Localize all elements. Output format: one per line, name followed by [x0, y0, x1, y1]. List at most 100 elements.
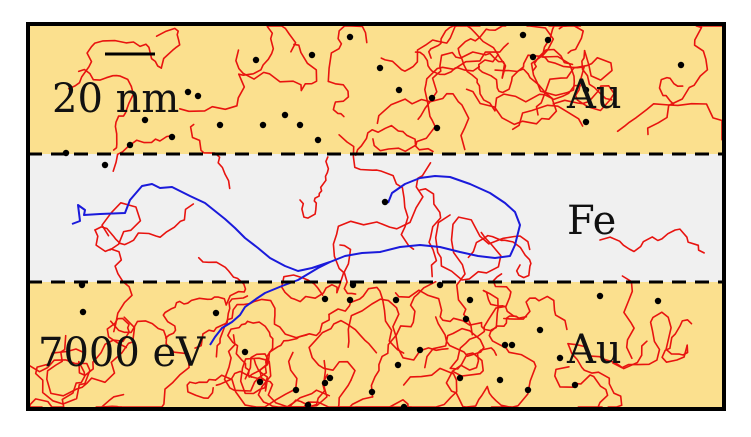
endpoint-dot — [259, 121, 267, 129]
endpoint-dot — [416, 346, 424, 354]
secondary-track — [112, 85, 135, 151]
endpoint-dot — [394, 361, 402, 369]
secondary-track — [239, 357, 272, 395]
secondary-track — [482, 289, 518, 318]
secondary-track — [480, 315, 528, 332]
endpoint-dot — [252, 56, 260, 64]
secondary-track — [257, 373, 329, 408]
secondary-track — [46, 316, 136, 397]
secondary-track — [503, 295, 568, 331]
endpoint-dot — [141, 116, 149, 124]
secondary-track — [179, 73, 246, 113]
secondary-track — [94, 229, 133, 333]
secondary-track — [465, 88, 558, 126]
scale-bar-label: 20 nm — [52, 76, 179, 122]
au-layer-bottom — [28, 282, 724, 409]
endpoint-dot — [368, 388, 376, 396]
secondary-track — [445, 347, 498, 408]
endpoint-dot — [654, 297, 662, 305]
endpoint-dot — [256, 378, 264, 386]
endpoint-dot — [466, 296, 474, 304]
endpoint-dot — [168, 133, 176, 141]
endpoint-dot — [596, 292, 604, 300]
secondary-track — [78, 317, 130, 377]
secondary-track — [235, 49, 303, 92]
endpoint-dot — [544, 36, 552, 44]
endpoint-dot — [241, 348, 249, 356]
secondary-track — [494, 54, 585, 73]
endpoint-dot — [582, 86, 590, 94]
secondary-track — [246, 320, 274, 392]
secondary-track — [186, 378, 217, 399]
endpoint-dot — [436, 281, 444, 289]
frame — [26, 22, 726, 411]
secondary-track — [414, 42, 509, 153]
endpoint-dot — [496, 376, 504, 384]
secondary-track — [370, 280, 437, 398]
secondary-track — [308, 319, 378, 381]
endpoint-dot — [346, 33, 354, 41]
energy-label: 7000 eV — [38, 330, 206, 376]
endpoint-dot — [216, 121, 224, 129]
secondary-track — [327, 25, 368, 83]
secondary-track — [449, 273, 512, 370]
secondary-track — [394, 289, 483, 326]
secondary-track — [511, 104, 584, 131]
endpoint-dot — [462, 315, 470, 323]
layer-label-fe: Fe — [567, 198, 616, 244]
secondary-track — [434, 214, 502, 281]
secondary-track — [109, 320, 189, 355]
secondary-track — [101, 202, 142, 251]
secondary-track — [552, 66, 615, 112]
secondary-track — [372, 130, 417, 153]
secondary-track — [112, 135, 172, 172]
secondary-track — [567, 340, 648, 370]
endpoint-dot — [677, 61, 685, 69]
endpoint-dot — [212, 309, 220, 317]
layer-label-au-bottom: Au — [566, 327, 622, 373]
secondary-track — [414, 51, 481, 76]
endpoint-dot — [571, 381, 579, 389]
endpoint-dot — [321, 379, 329, 387]
secondary-track — [457, 25, 507, 112]
endpoint-dot — [321, 295, 329, 303]
secondary-track — [599, 228, 705, 254]
endpoint-dot — [556, 354, 564, 362]
secondary-track — [339, 244, 357, 295]
secondary-electron-tracks — [29, 25, 723, 408]
endpoint-dot — [126, 141, 134, 149]
secondary-track — [162, 296, 227, 339]
secondary-track — [238, 25, 297, 76]
secondary-track — [227, 320, 253, 378]
secondary-track — [327, 80, 350, 118]
endpoint-dot — [194, 92, 202, 100]
endpoint-dot — [79, 308, 87, 316]
secondary-track — [293, 43, 318, 92]
endpoint-dot — [433, 124, 441, 132]
secondary-track — [29, 348, 91, 405]
endpoint-dot — [381, 198, 389, 206]
secondary-track — [197, 256, 247, 306]
secondary-track — [194, 295, 249, 349]
secondary-track — [526, 25, 576, 97]
secondary-track — [467, 234, 532, 279]
secondary-track — [419, 188, 442, 278]
endpoint-dot — [296, 121, 304, 129]
secondary-track — [77, 68, 133, 88]
secondary-track — [338, 134, 415, 250]
endpoint-dot — [101, 161, 109, 169]
secondary-track — [280, 274, 338, 303]
secondary-track — [612, 311, 689, 369]
primary-electron-track — [71, 175, 521, 346]
secondary-track — [380, 39, 438, 72]
secondary-track — [347, 298, 449, 361]
endpoint-dot — [524, 386, 532, 394]
secondary-track — [376, 92, 470, 151]
endpoint-dot — [428, 94, 436, 102]
endpoint-dot — [395, 86, 403, 94]
secondary-track — [535, 49, 613, 116]
endpoint-dot — [292, 386, 300, 394]
endpoint-dot — [519, 31, 527, 39]
endpoint-dot — [392, 296, 400, 304]
